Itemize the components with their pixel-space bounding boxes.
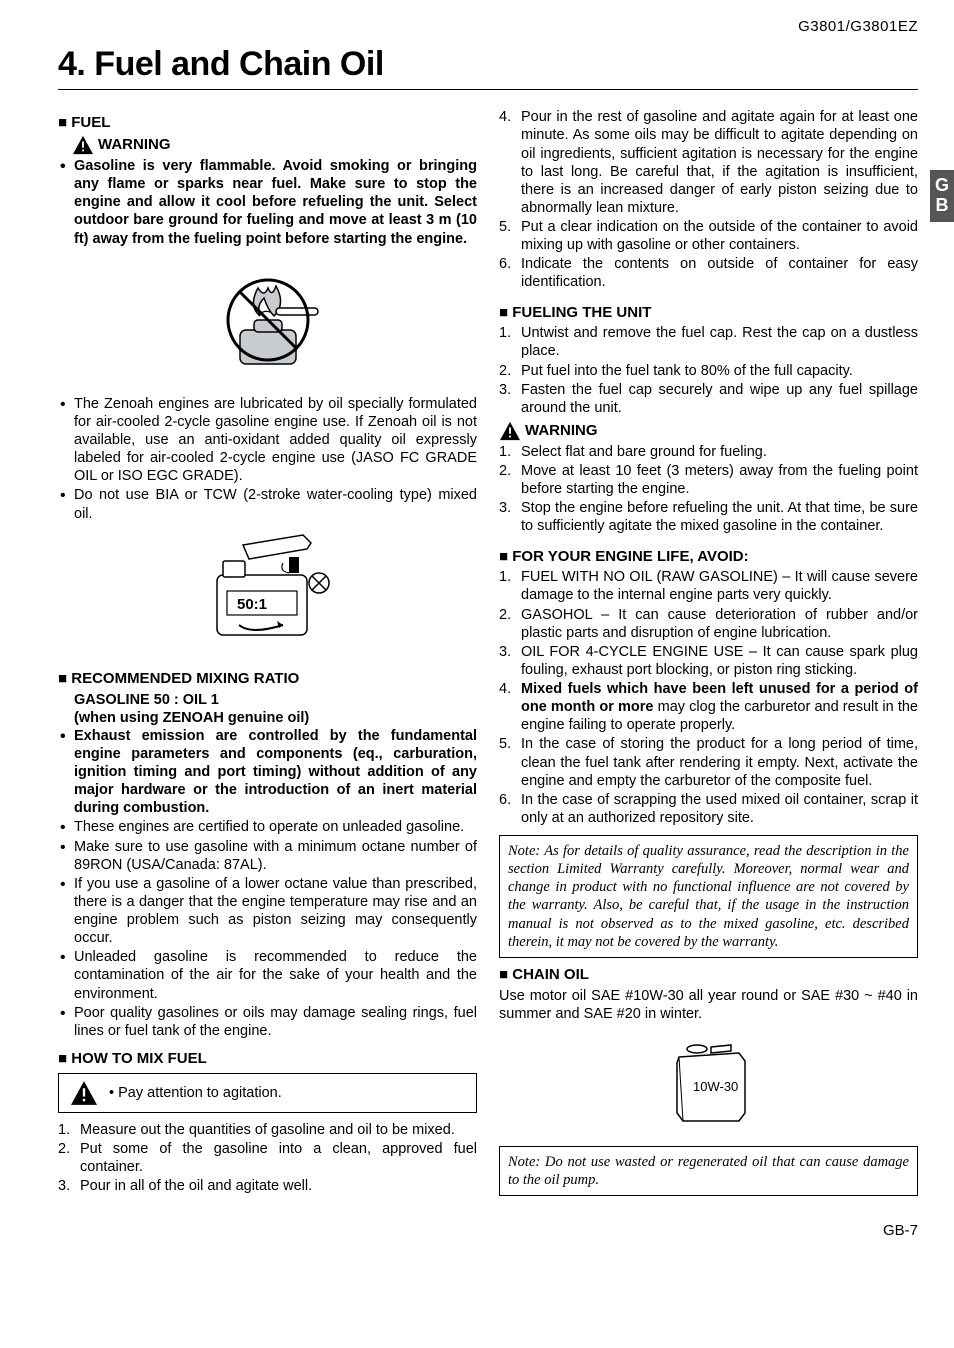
fueling-warning-steps: Select flat and bare ground for fueling.… xyxy=(499,443,918,536)
content-columns: FUEL WARNING Gasoline is very flammable.… xyxy=(58,108,918,1204)
warranty-note-box: Note: As for details of quality assuranc… xyxy=(499,835,918,958)
list-item: Make sure to use gasoline with a minimum… xyxy=(58,838,477,874)
list-item: Unleaded gasoline is recommended to redu… xyxy=(58,948,477,1002)
howmix-head: HOW TO MIX FUEL xyxy=(58,1050,477,1069)
list-item: Pour in the rest of gasoline and agitate… xyxy=(499,108,918,217)
attention-bullet: • Pay attention to agitation. xyxy=(109,1084,282,1102)
list-item: Measure out the quantities of gasoline a… xyxy=(58,1121,477,1139)
list-item: Move at least 10 feet (3 meters) away fr… xyxy=(499,462,918,498)
warning-triangle-icon xyxy=(72,135,94,155)
list-item: Put some of the gasoline into a clean, a… xyxy=(58,1140,477,1176)
left-column: FUEL WARNING Gasoline is very flammable.… xyxy=(58,108,477,1204)
side-tab-b: B xyxy=(936,195,949,215)
list-item: Put fuel into the fuel tank to 80% of th… xyxy=(499,362,918,380)
list-item: These engines are certified to operate o… xyxy=(58,818,477,836)
fueling-warning-row: WARNING xyxy=(499,421,918,441)
mix-ratio-line1: GASOLINE 50 : OIL 1 xyxy=(58,691,477,709)
footer-page-number: GB-7 xyxy=(58,1222,918,1241)
header-model: G3801/G3801EZ xyxy=(58,18,918,37)
list-item: Do not use BIA or TCW (2-stroke water-co… xyxy=(58,486,477,522)
fueling-warning-label: WARNING xyxy=(525,422,598,441)
chainoil-head: CHAIN OIL xyxy=(499,966,918,985)
chainoil-text: Use motor oil SAE #10W-30 all year round… xyxy=(499,987,918,1023)
page-title: 4. Fuel and Chain Oil xyxy=(58,43,918,91)
fueling-head: FUELING THE UNIT xyxy=(499,304,918,323)
no-flame-figure xyxy=(58,258,477,383)
oil-note-box: Note: Do not use wasted or regenerated o… xyxy=(499,1146,918,1196)
list-item: If you use a gasoline of a lower octane … xyxy=(58,875,477,948)
list-item: Select flat and bare ground for fueling. xyxy=(499,443,918,461)
warning-triangle-icon xyxy=(69,1080,99,1106)
fuel-info-bullets: The Zenoah engines are lubricated by oil… xyxy=(58,395,477,523)
list-item: Exhaust emission are controlled by the f… xyxy=(58,727,477,818)
mix-ratio-line2: (when using ZENOAH genuine oil) xyxy=(58,709,477,727)
fuel-warning-label: WARNING xyxy=(98,136,171,155)
fuel-warning-text: Gasoline is very flammable. Avoid smokin… xyxy=(58,157,477,248)
list-item: In the case of scrapping the used mixed … xyxy=(499,791,918,827)
list-item: In the case of storing the product for a… xyxy=(499,735,918,789)
warning-triangle-icon xyxy=(499,421,521,441)
chainoil-fig-label: 10W-30 xyxy=(693,1079,738,1094)
svg-text:50:1: 50:1 xyxy=(237,596,267,613)
side-tab-g: G xyxy=(935,175,949,195)
continued-steps: Pour in the rest of gasoline and agitate… xyxy=(499,108,918,291)
list-item: Untwist and remove the fuel cap. Rest th… xyxy=(499,324,918,360)
list-item: GASOHOL – It can cause deterioration of … xyxy=(499,606,918,642)
chainoil-figure: 10W-30 xyxy=(499,1033,918,1134)
list-item: The Zenoah engines are lubricated by oil… xyxy=(58,395,477,486)
fueling-steps: Untwist and remove the fuel cap. Rest th… xyxy=(499,324,918,417)
list-item: Put a clear indication on the outside of… xyxy=(499,218,918,254)
list-item: Stop the engine before refueling the uni… xyxy=(499,499,918,535)
attention-text: Pay attention to agitation. xyxy=(118,1085,282,1101)
list-item: Pour in all of the oil and agitate well. xyxy=(58,1177,477,1195)
mix-info-bullets: Exhaust emission are controlled by the f… xyxy=(58,727,477,1040)
list-item: Indicate the contents on outside of cont… xyxy=(499,255,918,291)
fuel-head: FUEL xyxy=(58,114,477,133)
list-item: OIL FOR 4-CYCLE ENGINE USE – It can caus… xyxy=(499,643,918,679)
howmix-steps: Measure out the quantities of gasoline a… xyxy=(58,1121,477,1196)
right-column: Pour in the rest of gasoline and agitate… xyxy=(499,108,918,1204)
list-item: FUEL WITH NO OIL (RAW GASOLINE) – It wil… xyxy=(499,568,918,604)
avoid-head: FOR YOUR ENGINE LIFE, AVOID: xyxy=(499,548,918,567)
mix-ratio-head: RECOMMENDED MIXING RATIO xyxy=(58,670,477,689)
list-item: Poor quality gasolines or oils may damag… xyxy=(58,1004,477,1040)
fuel-warning-bullets: Gasoline is very flammable. Avoid smokin… xyxy=(58,157,477,248)
mix-ratio-figure: 50:1 xyxy=(58,533,477,658)
list-item: Mixed fuels which have been left unused … xyxy=(499,680,918,734)
side-tab: G B xyxy=(930,170,954,222)
avoid-items: FUEL WITH NO OIL (RAW GASOLINE) – It wil… xyxy=(499,568,918,827)
list-item: Fasten the fuel cap securely and wipe up… xyxy=(499,381,918,417)
fuel-warning-row: WARNING xyxy=(72,135,477,155)
attention-box: • Pay attention to agitation. xyxy=(58,1073,477,1113)
